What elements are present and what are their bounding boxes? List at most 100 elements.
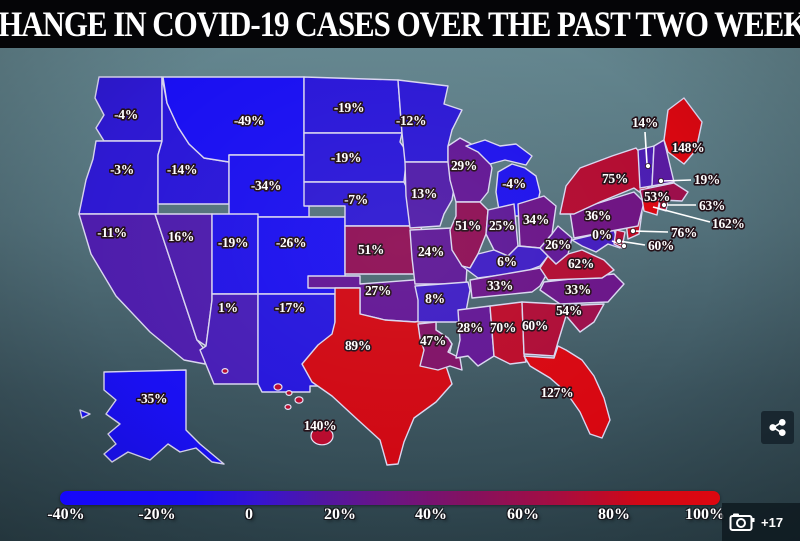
state-or <box>78 140 163 215</box>
share-button[interactable] <box>761 411 794 444</box>
state-label-mi: -4% <box>502 176 526 191</box>
state-label-ak: -35% <box>137 391 167 406</box>
state-label-al: 70% <box>490 320 516 335</box>
state-label-pa: 36% <box>585 208 611 223</box>
state-label-co: -26% <box>276 235 306 250</box>
state-label-sc: 54% <box>556 303 582 318</box>
state-me <box>663 97 703 165</box>
state-label-fl: 127% <box>541 385 574 400</box>
state-ak <box>79 369 225 465</box>
state-wv <box>539 225 573 265</box>
title-bar: CHANGE IN COVID-19 CASES OVER THE PAST T… <box>0 0 800 48</box>
camera-icon <box>729 513 755 531</box>
state-label-tx: 89% <box>345 338 371 353</box>
state-label-vt: 14% <box>632 115 658 130</box>
state-label-nm: -17% <box>275 300 305 315</box>
callout-dot-ri <box>661 201 668 208</box>
state-label-ga: 60% <box>522 318 548 333</box>
callout-line-nj <box>633 230 669 233</box>
callout-dot-md <box>621 242 628 249</box>
state-label-de: 60% <box>648 238 674 253</box>
legend-tick-5: 60% <box>507 506 539 523</box>
callout-dot-de <box>616 237 623 244</box>
state-label-nd: -19% <box>334 100 364 115</box>
state-label-mo: 24% <box>418 244 444 259</box>
state-label-me: 148% <box>672 140 705 155</box>
state-ms <box>455 305 495 367</box>
state-ut <box>211 213 259 295</box>
state-hi <box>285 390 293 397</box>
state-label-nv: 16% <box>168 229 194 244</box>
state-sc <box>559 303 605 333</box>
state-fl <box>523 345 611 439</box>
state-la <box>417 321 463 371</box>
state-label-id: -14% <box>167 162 197 177</box>
state-label-ar: 8% <box>425 291 445 306</box>
state-label-la: 47% <box>420 333 446 348</box>
share-network-icon <box>769 418 786 437</box>
state-label-wa: -4% <box>114 107 138 122</box>
state-label-or: -3% <box>110 162 134 177</box>
legend-tick-0: -40% <box>47 506 85 523</box>
legend-tick-3: 20% <box>324 506 356 523</box>
state-label-ok: 27% <box>365 283 391 298</box>
callout-dot-nh <box>658 177 665 184</box>
state-label-ca: -11% <box>97 225 127 240</box>
state-hi <box>221 368 229 375</box>
state-label-ks: 51% <box>358 242 384 257</box>
state-label-nh: 19% <box>694 172 720 187</box>
state-label-wi: 29% <box>451 158 477 173</box>
state-label-mn: -12% <box>396 113 426 128</box>
state-label-in: 25% <box>489 218 515 233</box>
state-label-tn: 33% <box>487 278 513 293</box>
state-label-wv: 26% <box>545 237 571 252</box>
legend: -40% -20% 0 20% 40% 60% 80% 100% <box>0 489 800 541</box>
map-area: -4% -3% -11% 16% -14% -49% -34% -19% -26% 1% -17% -… <box>0 48 800 541</box>
callout-line-vt <box>644 131 648 165</box>
state-label-wy: -34% <box>251 178 281 193</box>
state-shapes <box>78 76 703 466</box>
callout-dot-vt <box>645 162 652 169</box>
legend-tick-7: 100% <box>685 506 725 523</box>
state-label-ms: 28% <box>457 320 483 335</box>
state-ga <box>521 301 567 357</box>
legend-tick-4: 40% <box>415 506 447 523</box>
legend-gradient-bar <box>60 491 720 505</box>
state-nc <box>539 273 625 305</box>
callout-lines <box>611 131 711 249</box>
state-label-az: 1% <box>218 300 238 315</box>
state-label-ct: 162% <box>712 216 745 231</box>
state-label-nc: 33% <box>565 282 591 297</box>
state-tx <box>301 287 453 466</box>
legend-tick-6: 80% <box>598 506 630 523</box>
state-labels: -4% -3% -11% 16% -14% -49% -34% -19% -26% 1% -17% -… <box>96 98 747 434</box>
state-label-oh: 34% <box>523 212 549 227</box>
state-label-sd: -19% <box>331 150 361 165</box>
callout-line-de <box>618 240 646 246</box>
state-pa <box>569 191 645 239</box>
state-label-ri: 63% <box>699 198 725 213</box>
state-label-ut: -19% <box>218 235 248 250</box>
state-hi <box>284 404 292 411</box>
state-label-ky: 6% <box>497 254 517 269</box>
state-label-nj: 76% <box>671 225 697 240</box>
photo-gallery-badge[interactable]: +17 <box>722 503 800 541</box>
state-label-va: 62% <box>568 256 594 271</box>
callout-line-ct <box>652 206 711 223</box>
gallery-count: +17 <box>761 514 784 530</box>
page-title: CHANGE IN COVID-19 CASES OVER THE PAST T… <box>0 4 800 44</box>
state-hi <box>310 426 334 446</box>
state-label-mt: -49% <box>234 113 264 128</box>
legend-tick-2: 0 <box>245 506 253 523</box>
state-hi <box>273 383 283 391</box>
callout-line-nh <box>661 179 692 182</box>
legend-tick-1: -20% <box>138 506 176 523</box>
state-label-il: 51% <box>455 218 481 233</box>
callout-dot-nj <box>630 227 637 234</box>
state-label-ny: 75% <box>602 171 628 186</box>
state-label-hi: 140% <box>304 418 337 433</box>
state-label-ma: 53% <box>644 189 670 204</box>
state-nh <box>651 139 675 187</box>
